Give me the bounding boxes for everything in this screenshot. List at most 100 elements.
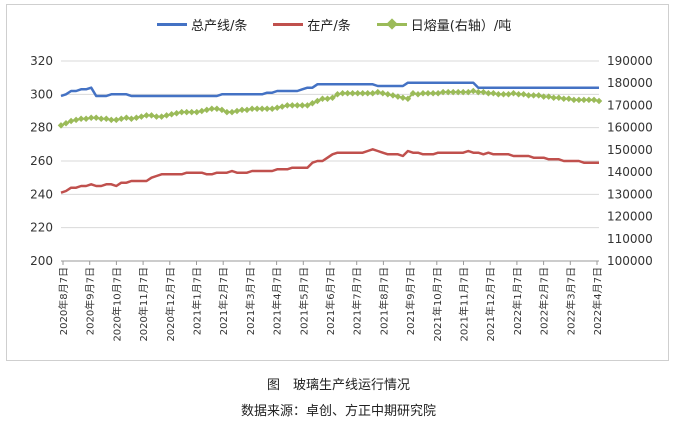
source-caption: 数据来源：卓创、方正中期研究院	[240, 404, 436, 419]
x-tick-label: 2021年7月7日	[351, 267, 364, 335]
y-right-tick-label: 140000	[607, 165, 653, 179]
legend-item-active: 在产/条	[273, 15, 351, 34]
y-left-tick-label: 260	[30, 154, 53, 168]
y-right-tick-label: 110000	[607, 232, 653, 246]
data-point-melt	[263, 105, 271, 113]
y-right-tick-label: 170000	[607, 98, 653, 112]
data-point-melt	[178, 108, 185, 116]
data-point-melt	[545, 93, 552, 100]
data-point-melt	[414, 91, 422, 98]
x-tick-label: 2022年3月7日	[564, 267, 577, 335]
legend-swatch-melt	[376, 18, 407, 30]
data-point-melt	[434, 89, 442, 97]
x-tick-label: 2020年11月7日	[137, 267, 150, 342]
data-point-melt	[218, 106, 226, 114]
data-point-melt	[394, 93, 402, 100]
data-point-melt	[248, 105, 256, 113]
data-point-melt	[535, 92, 542, 99]
data-point-melt	[158, 113, 165, 120]
legend-label-active: 在产/条	[307, 19, 351, 34]
data-point-melt	[324, 95, 331, 103]
data-point-melt	[213, 105, 221, 113]
x-tick-label: 2021年4月7日	[271, 267, 284, 335]
data-point-melt	[565, 95, 573, 103]
data-point-melt	[138, 113, 145, 120]
y-right-tick-label: 180000	[607, 76, 653, 90]
data-point-melt	[595, 97, 603, 105]
y-left-tick-label: 300	[30, 87, 53, 101]
data-point-melt	[384, 91, 392, 98]
data-point-melt	[238, 106, 246, 114]
data-point-melt	[153, 113, 160, 120]
series-line-total	[60, 81, 599, 98]
legend-swatch-active	[273, 23, 304, 26]
data-point-melt	[133, 114, 140, 121]
data-point-melt	[97, 115, 105, 123]
data-point-melt	[203, 106, 211, 114]
data-point-melt	[309, 99, 316, 107]
data-point-melt	[72, 116, 80, 124]
data-point-melt	[228, 108, 236, 116]
series-line-active	[60, 148, 599, 194]
figure-caption: 图 玻璃生产线运行情况	[266, 378, 410, 393]
data-point-melt	[163, 112, 170, 119]
data-point-melt	[505, 91, 512, 98]
x-tick-label: 2021年6月7日	[324, 267, 337, 335]
x-tick-label: 2021年5月7日	[297, 267, 310, 335]
data-point-melt	[123, 114, 130, 121]
data-point-melt	[520, 91, 527, 98]
data-point-melt	[128, 115, 135, 123]
x-tick-label: 2021年9月7日	[404, 267, 417, 335]
x-tick-label: 2020年10月7日	[110, 267, 123, 342]
y-left-tick-label: 200	[30, 254, 53, 268]
data-point-melt	[173, 109, 180, 117]
legend-swatch-total	[157, 23, 187, 26]
x-tick-label: 2020年9月7日	[84, 267, 97, 335]
data-point-melt	[253, 105, 261, 113]
data-point-melt	[490, 89, 497, 97]
chart-canvas: 200 220 240 260 280 300 320 100000 110000 120000 1…	[30, 54, 653, 342]
data-point-melt	[369, 89, 376, 97]
data-point-melt	[183, 108, 190, 116]
y-left-tick-label: 280	[30, 121, 53, 135]
data-point-melt	[168, 111, 175, 118]
x-tick-label: 2022年2月7日	[538, 267, 551, 335]
x-tick-label: 2021年8月7日	[377, 267, 390, 335]
y-left-tick-label: 220	[30, 221, 53, 235]
x-tick-label: 2022年4月7日	[591, 267, 604, 335]
data-point-melt	[92, 114, 100, 121]
y-right-tick-label: 120000	[607, 210, 653, 224]
data-point-melt	[374, 88, 382, 96]
x-tick-label: 2021年10月7日	[431, 267, 444, 342]
data-point-melt	[475, 88, 482, 96]
data-point-melt	[148, 112, 155, 119]
data-point-melt	[409, 89, 417, 97]
y-right-tick-label: 190000	[607, 54, 653, 68]
data-point-melt	[268, 105, 276, 113]
data-point-melt	[258, 105, 266, 113]
data-point-melt	[465, 88, 472, 96]
data-point-melt	[424, 89, 432, 97]
data-point-melt	[399, 94, 407, 101]
legend-item-melt: 日熔量(右轴）/吨	[376, 15, 511, 34]
x-tick-label: 2020年12月7日	[164, 267, 177, 342]
x-tick-label: 2022年1月7日	[511, 267, 524, 335]
y-left-tick-label: 320	[30, 54, 53, 68]
data-point-melt	[193, 108, 201, 116]
data-point-melt	[329, 94, 336, 101]
data-point-melt	[113, 116, 120, 124]
data-point-melt	[555, 94, 563, 101]
y-right-tick-label: 150000	[607, 143, 653, 157]
x-tick-label: 2021年11月7日	[458, 267, 471, 342]
data-point-melt	[233, 107, 241, 115]
data-point-melt	[419, 89, 427, 97]
data-point-melt	[590, 96, 598, 104]
data-point-melt	[273, 104, 281, 111]
x-tick-label: 2020年8月7日	[57, 267, 70, 335]
data-point-melt	[103, 115, 110, 123]
y-left-tick-label: 240	[30, 187, 53, 201]
x-tick-label: 2021年3月7日	[244, 267, 257, 335]
data-point-melt	[77, 115, 85, 123]
data-point-melt	[108, 116, 115, 124]
data-point-melt	[550, 94, 557, 101]
